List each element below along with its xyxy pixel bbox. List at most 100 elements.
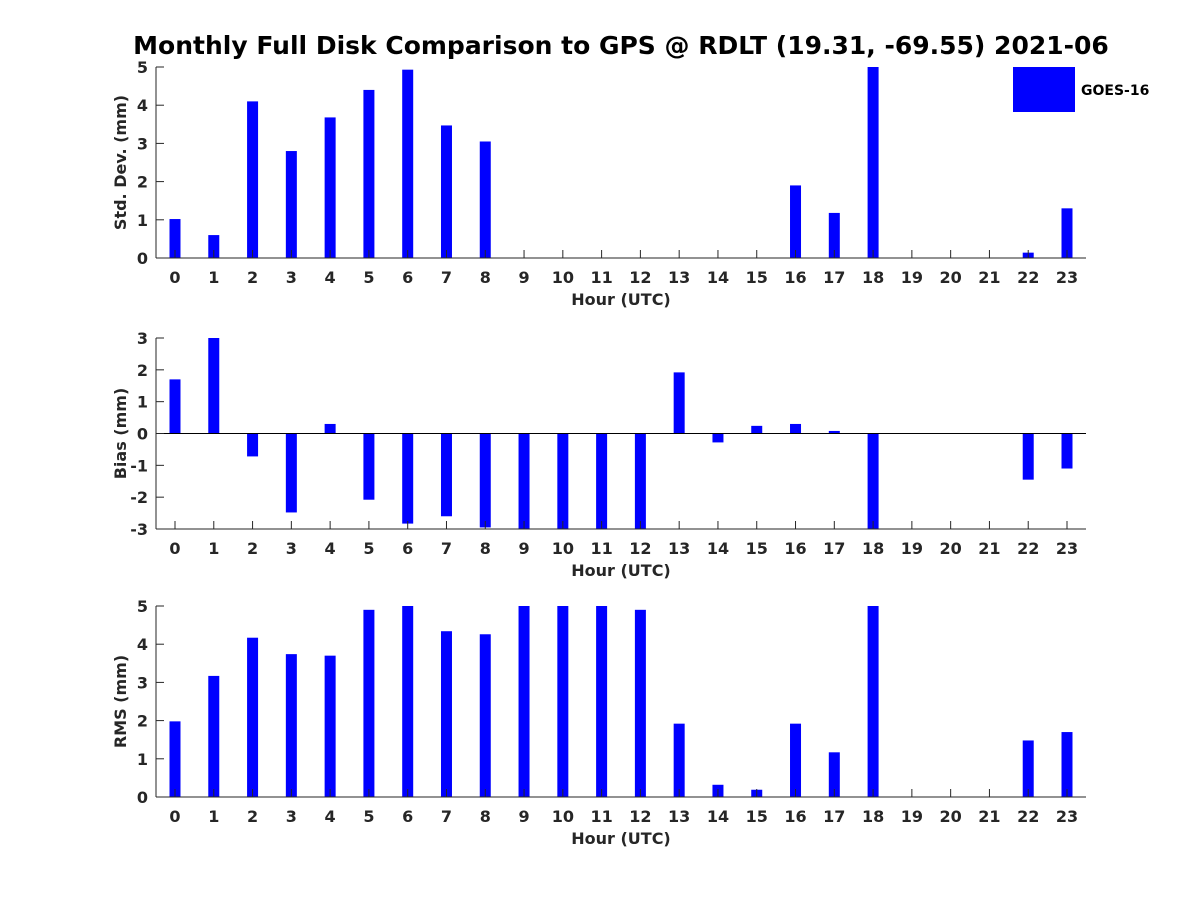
rms-ytick-label: 2 xyxy=(137,712,148,731)
legend: GOES-16 xyxy=(1013,67,1149,112)
std-dev-ytick-label: 1 xyxy=(137,211,148,230)
rms-xtick-label: 11 xyxy=(590,807,612,826)
std-dev-xtick-label: 1 xyxy=(208,268,219,287)
bias-bar-4 xyxy=(324,423,336,434)
rms-xtick-label: 13 xyxy=(668,807,690,826)
std-dev-xtick-label: 4 xyxy=(325,268,336,287)
bias-xtick-label: 10 xyxy=(552,539,574,558)
std-dev-ylabel: Std. Dev. (mm) xyxy=(111,95,130,230)
legend-swatch xyxy=(1013,67,1075,112)
rms-bar-6 xyxy=(402,606,414,797)
rms-ytick-label: 4 xyxy=(137,635,148,654)
bias-xtick-label: 18 xyxy=(862,539,884,558)
rms-bar-2 xyxy=(247,637,259,797)
legend-label: GOES-16 xyxy=(1081,83,1149,99)
std-dev-xtick-label: 20 xyxy=(940,268,962,287)
std-dev-xtick-label: 18 xyxy=(862,268,884,287)
rms-xtick-label: 15 xyxy=(746,807,768,826)
std-dev-xtick-label: 9 xyxy=(518,268,529,287)
std-dev-xtick-label: 22 xyxy=(1017,268,1039,287)
std-dev-bar-17 xyxy=(828,212,840,258)
rms-ytick-label: 1 xyxy=(137,750,148,769)
rms-bar-7 xyxy=(440,631,452,797)
bias-ytick-label: 3 xyxy=(137,329,148,348)
rms-bar-3 xyxy=(285,654,297,797)
rms-bar-8 xyxy=(479,634,491,797)
rms-bar-4 xyxy=(324,655,336,797)
std-dev-xtick-label: 17 xyxy=(823,268,845,287)
rms-xtick-label: 5 xyxy=(363,807,374,826)
bias-xtick-label: 7 xyxy=(441,539,452,558)
bias-ytick-label: 0 xyxy=(137,425,148,444)
bias-xlabel: Hour (UTC) xyxy=(571,561,671,580)
bias-ytick-label: -2 xyxy=(130,488,148,507)
std-dev-bar-0 xyxy=(169,219,181,258)
rms-xtick-label: 23 xyxy=(1056,807,1078,826)
bias-bar-3 xyxy=(285,433,297,513)
rms-xtick-label: 9 xyxy=(518,807,529,826)
rms-ylabel: RMS (mm) xyxy=(111,655,130,748)
std-dev-xlabel: Hour (UTC) xyxy=(571,290,671,309)
bias-bar-16 xyxy=(790,423,802,434)
rms-bar-1 xyxy=(208,675,220,797)
std-dev-xtick-label: 13 xyxy=(668,268,690,287)
rms-xtick-label: 4 xyxy=(325,807,336,826)
rms-bar-10 xyxy=(557,606,569,797)
bias-xtick-label: 19 xyxy=(901,539,923,558)
bias-bar-6 xyxy=(402,433,414,524)
rms-xtick-label: 2 xyxy=(247,807,258,826)
std-dev-xtick-label: 0 xyxy=(169,268,180,287)
bias-xtick-label: 8 xyxy=(480,539,491,558)
bias-bar-1 xyxy=(208,338,220,434)
bias-xtick-label: 14 xyxy=(707,539,729,558)
bias-xtick-label: 2 xyxy=(247,539,258,558)
bias-bar-12 xyxy=(634,433,646,529)
std-dev-bar-23 xyxy=(1061,208,1073,258)
rms-xtick-label: 19 xyxy=(901,807,923,826)
bias-xtick-label: 11 xyxy=(590,539,612,558)
bias-bar-15 xyxy=(751,425,763,434)
std-dev-xtick-label: 8 xyxy=(480,268,491,287)
std-dev-xtick-label: 7 xyxy=(441,268,452,287)
bias-ytick-label: -1 xyxy=(130,456,148,475)
rms-bar-17 xyxy=(828,752,840,797)
rms-bar-0 xyxy=(169,721,181,797)
bias-xtick-label: 13 xyxy=(668,539,690,558)
bias-bar-14 xyxy=(712,433,724,443)
rms-bar-23 xyxy=(1061,732,1073,797)
rms-bar-12 xyxy=(634,609,646,797)
bias-xtick-label: 16 xyxy=(784,539,806,558)
bias-xtick-label: 15 xyxy=(746,539,768,558)
bias-xtick-label: 6 xyxy=(402,539,413,558)
std-dev-bar-8 xyxy=(479,141,491,258)
bias-bar-11 xyxy=(596,433,608,529)
std-dev-bar-5 xyxy=(363,89,375,258)
bias-bar-9 xyxy=(518,433,530,529)
chart-title: Monthly Full Disk Comparison to GPS @ RD… xyxy=(133,31,1109,60)
bias-bar-18 xyxy=(867,433,879,529)
std-dev-ytick-label: 5 xyxy=(137,58,148,77)
std-dev-ytick-label: 3 xyxy=(137,134,148,153)
bias-bar-22 xyxy=(1022,433,1034,480)
std-dev-xtick-label: 6 xyxy=(402,268,413,287)
std-dev-xtick-label: 23 xyxy=(1056,268,1078,287)
std-dev-xtick-label: 21 xyxy=(978,268,1000,287)
rms-xtick-label: 3 xyxy=(286,807,297,826)
std-dev-bar-4 xyxy=(324,117,336,258)
bias-xtick-label: 20 xyxy=(940,539,962,558)
bias-ytick-label: -3 xyxy=(130,520,148,539)
rms-xtick-label: 10 xyxy=(552,807,574,826)
rms-bar-13 xyxy=(673,723,685,797)
bias-bar-17 xyxy=(828,430,840,434)
std-dev-bar-1 xyxy=(208,235,220,258)
std-dev-xtick-label: 15 xyxy=(746,268,768,287)
rms-xtick-label: 20 xyxy=(940,807,962,826)
rms-xtick-label: 18 xyxy=(862,807,884,826)
bias-bar-23 xyxy=(1061,433,1073,469)
rms-xtick-label: 14 xyxy=(707,807,729,826)
std-dev-bar-16 xyxy=(790,185,802,258)
